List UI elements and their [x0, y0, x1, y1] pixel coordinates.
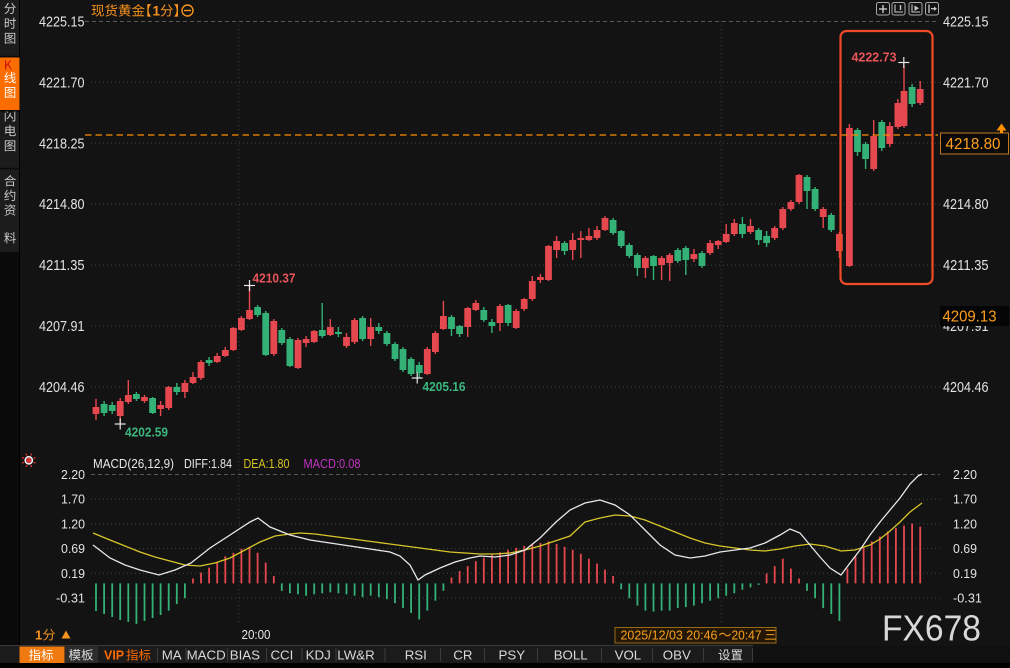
svg-text:RSI: RSI [405, 648, 427, 663]
svg-text:4214.80: 4214.80 [943, 197, 989, 213]
svg-text:4211.35: 4211.35 [943, 258, 989, 274]
svg-text:20:47: 20:47 [732, 629, 762, 643]
svg-text:MACD:0.08: MACD:0.08 [304, 456, 361, 471]
svg-text:4218.25: 4218.25 [39, 136, 85, 152]
svg-text:1.70: 1.70 [61, 492, 85, 507]
svg-text:1.20: 1.20 [953, 516, 977, 531]
svg-text:4218.80: 4218.80 [946, 136, 1001, 153]
svg-text:4211.35: 4211.35 [39, 258, 85, 274]
svg-text:MA: MA [162, 648, 182, 663]
svg-text:0.69: 0.69 [953, 541, 977, 556]
svg-text:0.69: 0.69 [61, 541, 85, 556]
svg-text:4225.15: 4225.15 [943, 15, 989, 31]
svg-text:DEA:1.80: DEA:1.80 [244, 456, 290, 471]
svg-text:4204.46: 4204.46 [943, 380, 989, 396]
svg-text:MACD: MACD [187, 648, 226, 663]
svg-text:PSY: PSY [498, 648, 525, 663]
svg-text:4202.59: 4202.59 [125, 425, 168, 440]
svg-text:CR: CR [453, 648, 472, 663]
svg-text:2.20: 2.20 [61, 467, 85, 482]
svg-text:4222.73: 4222.73 [852, 50, 897, 65]
svg-text:4209.13: 4209.13 [943, 309, 997, 326]
svg-text:4221.70: 4221.70 [943, 75, 989, 91]
svg-text:2025/12/03 20:46: 2025/12/03 20:46 [621, 629, 718, 643]
svg-text:2.20: 2.20 [953, 467, 977, 482]
svg-text:1: 1 [153, 4, 161, 19]
svg-text:-0.31: -0.31 [56, 591, 85, 606]
svg-text:-0.31: -0.31 [953, 591, 982, 606]
svg-text:1: 1 [35, 628, 42, 643]
svg-text:KDJ: KDJ [306, 648, 331, 663]
svg-text:OBV: OBV [663, 648, 691, 663]
svg-text:0.19: 0.19 [61, 566, 85, 581]
svg-text:4207.91: 4207.91 [39, 319, 85, 335]
svg-text:1.70: 1.70 [953, 492, 977, 507]
svg-text:4210.37: 4210.37 [253, 271, 296, 286]
svg-text:0.19: 0.19 [953, 566, 977, 581]
svg-text:4204.46: 4204.46 [39, 380, 85, 396]
svg-text:CCI: CCI [270, 648, 293, 663]
svg-text:20:00: 20:00 [242, 627, 271, 642]
svg-text:4214.80: 4214.80 [39, 197, 85, 213]
svg-text:BIAS: BIAS [230, 648, 260, 663]
svg-text:MACD(26,12,9): MACD(26,12,9) [93, 456, 174, 471]
svg-text:DIFF:1.84: DIFF:1.84 [184, 456, 232, 471]
svg-text:BOLL: BOLL [554, 648, 588, 663]
svg-text:VIP: VIP [104, 649, 124, 663]
svg-text:1.20: 1.20 [61, 516, 85, 531]
svg-text:4205.16: 4205.16 [423, 379, 466, 394]
svg-text:LW&R: LW&R [337, 648, 374, 663]
svg-text:VOL: VOL [615, 648, 642, 663]
svg-text:4225.15: 4225.15 [39, 15, 85, 31]
svg-text:FX678: FX678 [882, 608, 981, 649]
svg-text:4221.70: 4221.70 [39, 75, 85, 91]
